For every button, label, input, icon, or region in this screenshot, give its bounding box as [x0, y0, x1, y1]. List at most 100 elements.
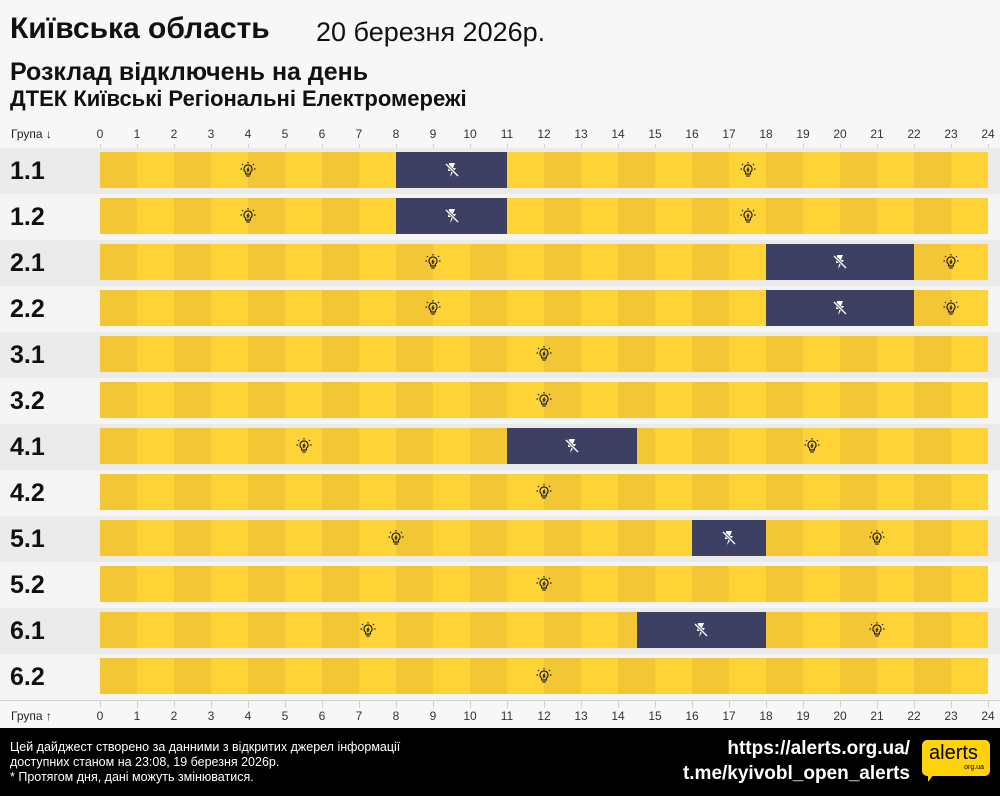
power-on-hour: [322, 382, 359, 418]
power-on-hour: [137, 244, 174, 280]
power-on-hour: [507, 198, 544, 234]
telegram-link[interactable]: t.me/kyivobl_open_alerts: [682, 763, 910, 784]
power-on-hour: [322, 520, 359, 556]
alerts-logo: alerts org.ua: [922, 740, 990, 782]
power-on-hour: [544, 244, 581, 280]
power-on-hour: [692, 428, 729, 464]
power-on-hour: [951, 290, 988, 326]
group-row: 5.2: [0, 562, 1000, 609]
power-on-hour: [544, 336, 581, 372]
power-on-hour: [100, 336, 137, 372]
power-on-hour: [174, 382, 211, 418]
group-row: 2.2: [0, 286, 1000, 333]
power-on-hour: [803, 336, 840, 372]
hour-axis-bottom: Група ↑ 0 1 2 3 4 5 6 7 8 9 10 11 12 13 14 15 16 17 18 19 20…: [0, 706, 1000, 728]
power-on-hour: [137, 658, 174, 694]
hour-tick-label: 8: [392, 127, 400, 141]
power-on-hour: [581, 290, 618, 326]
power-on-hour: [470, 382, 507, 418]
power-on-hour: [322, 152, 359, 188]
power-on-hour: [766, 566, 803, 602]
hour-tick-label: 17: [722, 709, 736, 723]
power-on-hour: [174, 612, 211, 648]
power-on-hour: [322, 198, 359, 234]
power-on-hour: [174, 520, 211, 556]
power-on-hour: [470, 566, 507, 602]
power-on-hour: [322, 474, 359, 510]
footer-note: Цей дайджест створено за данними з відкр…: [10, 740, 401, 784]
hour-tick-label: 1: [133, 709, 141, 723]
hour-tick-label: 24: [981, 709, 995, 723]
power-on-hour: [507, 566, 544, 602]
hour-tick-label: 16: [685, 127, 699, 141]
power-on-hour: [396, 658, 433, 694]
group-row: 4.1: [0, 424, 1000, 470]
hour-tick-label: 10: [463, 127, 477, 141]
power-on-hour: [285, 290, 322, 326]
lightbulb-icon: [239, 161, 257, 179]
power-on-hour: [581, 198, 618, 234]
logo-text: alerts: [929, 742, 978, 764]
hour-tick-label: 22: [907, 127, 921, 141]
power-on-hour: [433, 244, 470, 280]
power-on-hour: [803, 474, 840, 510]
power-on-hour: [766, 198, 803, 234]
power-on-hour: [729, 658, 766, 694]
power-on-hour: [692, 474, 729, 510]
power-on-hour: [433, 520, 470, 556]
hour-tick-label: 14: [611, 127, 625, 141]
lightbulb-icon: [868, 621, 886, 639]
power-on-hour: [840, 336, 877, 372]
power-on-hour: [396, 474, 433, 510]
power-on-hour: [840, 198, 877, 234]
power-on-hour: [211, 382, 248, 418]
website-link[interactable]: https://alerts.org.ua/: [727, 738, 910, 759]
power-on-hour: [655, 244, 692, 280]
power-on-hour: [248, 382, 285, 418]
hour-tick-label: 20: [833, 709, 847, 723]
power-on-hour: [100, 474, 137, 510]
power-on-hour: [248, 198, 285, 234]
power-on-hour: [470, 612, 507, 648]
power-on-hour: [285, 198, 322, 234]
hour-tick-label: 16: [685, 709, 699, 723]
group-sort-label-bottom[interactable]: Група ↑: [11, 709, 52, 723]
group-label: 4.1: [10, 433, 45, 461]
power-on-hour: [581, 152, 618, 188]
hour-tick-label: 19: [796, 127, 810, 141]
power-on-hour: [877, 382, 914, 418]
hour-tick-label: 3: [207, 709, 215, 723]
lightbulb-icon: [739, 207, 757, 225]
group-row: 3.2: [0, 378, 1000, 425]
power-on-hour: [359, 428, 396, 464]
power-on-hour: [174, 566, 211, 602]
lightbulb-icon: [535, 345, 553, 363]
power-on-hour: [766, 428, 803, 464]
hour-tick-label: 21: [870, 709, 884, 723]
power-on-hour: [655, 566, 692, 602]
power-on-hour: [914, 244, 951, 280]
power-on-hour: [174, 658, 211, 694]
power-on-hour: [359, 290, 396, 326]
power-on-hour: [618, 244, 655, 280]
power-on-hour: [692, 198, 729, 234]
power-on-hour: [100, 428, 137, 464]
power-off-icon: [443, 207, 461, 225]
power-on-hour: [211, 152, 248, 188]
power-on-hour: [211, 566, 248, 602]
power-on-hour: [248, 612, 285, 648]
power-on-hour: [914, 336, 951, 372]
power-on-hour: [951, 428, 988, 464]
lightbulb-icon: [295, 437, 313, 455]
group-label: 6.2: [10, 663, 45, 691]
power-off-icon: [831, 253, 849, 271]
power-on-hour: [618, 658, 655, 694]
power-on-hour: [285, 244, 322, 280]
power-on-hour: [248, 474, 285, 510]
group-sort-label[interactable]: Група ↓: [11, 127, 52, 141]
group-row: 2.1: [0, 240, 1000, 286]
power-on-hour: [285, 612, 322, 648]
power-on-hour: [951, 244, 988, 280]
power-on-hour: [100, 382, 137, 418]
